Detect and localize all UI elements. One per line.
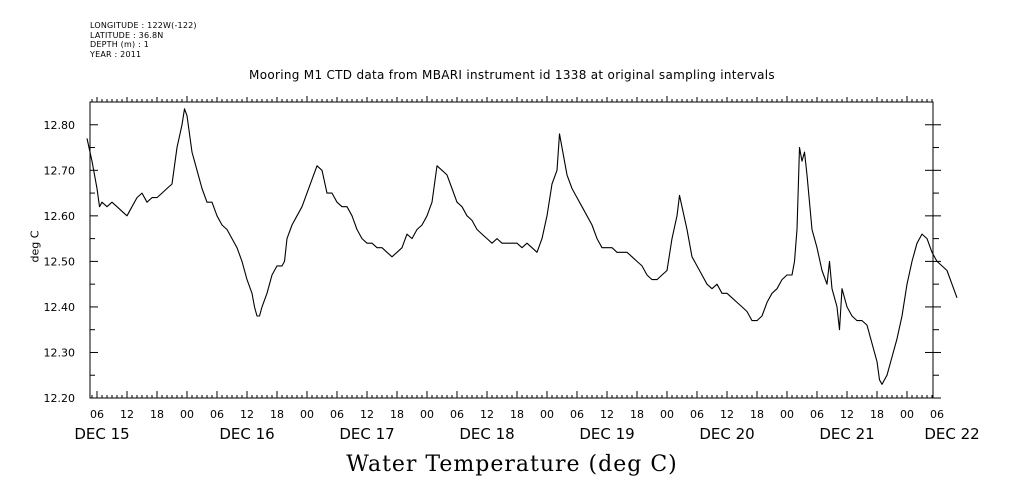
x-day-label: DEC 18 [459, 425, 514, 443]
x-hour-tick-label: 06 [930, 408, 944, 421]
y-tick-label: 12.40 [44, 301, 76, 314]
depth-text: DEPTH (m) : 1 [90, 40, 149, 50]
y-tick-label: 12.70 [44, 164, 76, 177]
x-hour-tick-label: 06 [690, 408, 704, 421]
x-hour-tick-label: 06 [210, 408, 224, 421]
x-day-label: DEC 16 [219, 425, 274, 443]
temperature-series-line [86, 108, 958, 385]
x-hour-tick-label: 00 [540, 408, 554, 421]
x-hour-tick-label: 06 [450, 408, 464, 421]
x-hour-tick-label: 00 [300, 408, 314, 421]
x-hour-tick-label: 00 [780, 408, 794, 421]
x-hour-tick-label: 00 [660, 408, 674, 421]
x-hour-tick-label: 18 [270, 408, 284, 421]
x-day-label: DEC 20 [699, 425, 754, 443]
y-tick-label: 12.30 [44, 346, 76, 359]
y-tick-label: 12.50 [44, 255, 76, 268]
x-hour-tick-label: 18 [870, 408, 884, 421]
metadata-block: LONGITUDE : 122W(-122) LATITUDE : 36.8N … [90, 21, 197, 59]
x-hour-tick-label: 12 [240, 408, 254, 421]
x-hour-tick-label: 06 [90, 408, 104, 421]
x-hour-tick-label: 00 [420, 408, 434, 421]
x-hour-tick-label: 12 [600, 408, 614, 421]
chart-title: Mooring M1 CTD data from MBARI instrumen… [249, 68, 775, 82]
y-tick-label: 12.80 [44, 119, 76, 132]
x-hour-tick-label: 18 [750, 408, 764, 421]
year-text: YEAR : 2011 [90, 49, 142, 59]
x-hour-tick-label: 06 [810, 408, 824, 421]
x-hour-tick-label: 12 [120, 408, 134, 421]
x-hour-tick-label: 00 [180, 408, 194, 421]
x-hour-tick-label: 12 [840, 408, 854, 421]
y-tick-label: 12.20 [44, 392, 76, 405]
x-day-label: DEC 19 [579, 425, 634, 443]
longitude-text: LONGITUDE : 122W(-122) [90, 21, 197, 30]
bottom-title: Water Temperature (deg C) [346, 452, 678, 477]
x-hour-tick-label: 12 [480, 408, 494, 421]
x-day-label: DEC 21 [819, 425, 874, 443]
x-hour-tick-label: 18 [510, 408, 524, 421]
x-hour-tick-label: 00 [900, 408, 914, 421]
x-day-label: DEC 17 [339, 425, 394, 443]
x-hour-tick-label: 18 [390, 408, 404, 421]
x-hour-tick-label: 06 [330, 408, 344, 421]
x-hour-tick-label: 06 [570, 408, 584, 421]
y-tick-label: 12.60 [44, 210, 76, 223]
latitude-text: LATITUDE : 36.8N [90, 30, 164, 40]
series-layer [86, 108, 958, 385]
axes-layer: 12.20 12.30 12.40 12.50 12.60 12.70 12.80 06 12 1… [44, 96, 980, 443]
x-hour-tick-label: 18 [630, 408, 644, 421]
x-hour-tick-label: 12 [720, 408, 734, 421]
x-day-label: DEC 22 [924, 425, 979, 443]
x-hour-tick-label: 12 [360, 408, 374, 421]
x-hour-tick-label: 18 [150, 408, 164, 421]
plot-frame [89, 101, 934, 399]
x-day-label: DEC 15 [74, 425, 129, 443]
